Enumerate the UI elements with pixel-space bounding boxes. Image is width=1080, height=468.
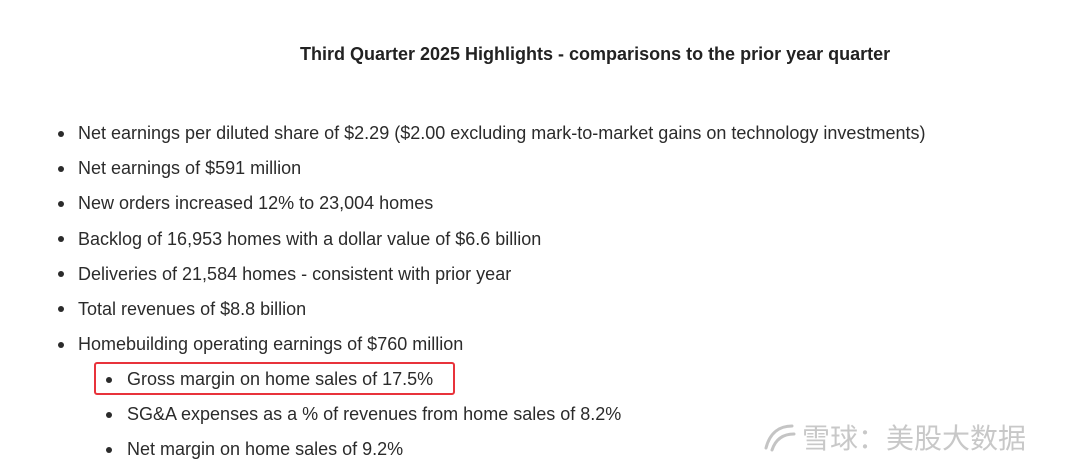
highlight-box <box>94 362 455 395</box>
highlights-list: Net earnings per diluted share of $2.29 … <box>56 116 925 362</box>
list-item: Net earnings of $591 million <box>56 151 925 186</box>
sub-list-item: Net margin on home sales of 9.2% <box>104 432 621 467</box>
watermark-text: 雪球：美股大数据 <box>802 423 1027 454</box>
list-item: Total revenues of $8.8 billion <box>56 292 925 327</box>
list-item: Deliveries of 21,584 homes - consistent … <box>56 257 925 292</box>
list-item: New orders increased 12% to 23,004 homes <box>56 186 925 221</box>
sub-list-item: SG&A expenses as a % of revenues from ho… <box>104 397 621 432</box>
list-item: Net earnings per diluted share of $2.29 … <box>56 116 925 151</box>
watermark: 雪球：美股大数据 <box>762 417 1026 457</box>
snowball-logo-icon <box>762 422 796 452</box>
homebuilding-sub-list: Gross margin on home sales of 17.5% SG&A… <box>104 362 621 468</box>
list-item: Backlog of 16,953 homes with a dollar va… <box>56 222 925 257</box>
sub-list-item: Gross margin on home sales of 17.5% <box>104 362 621 397</box>
list-item: Homebuilding operating earnings of $760 … <box>56 327 925 362</box>
page-heading: Third Quarter 2025 Highlights - comparis… <box>300 44 891 64</box>
